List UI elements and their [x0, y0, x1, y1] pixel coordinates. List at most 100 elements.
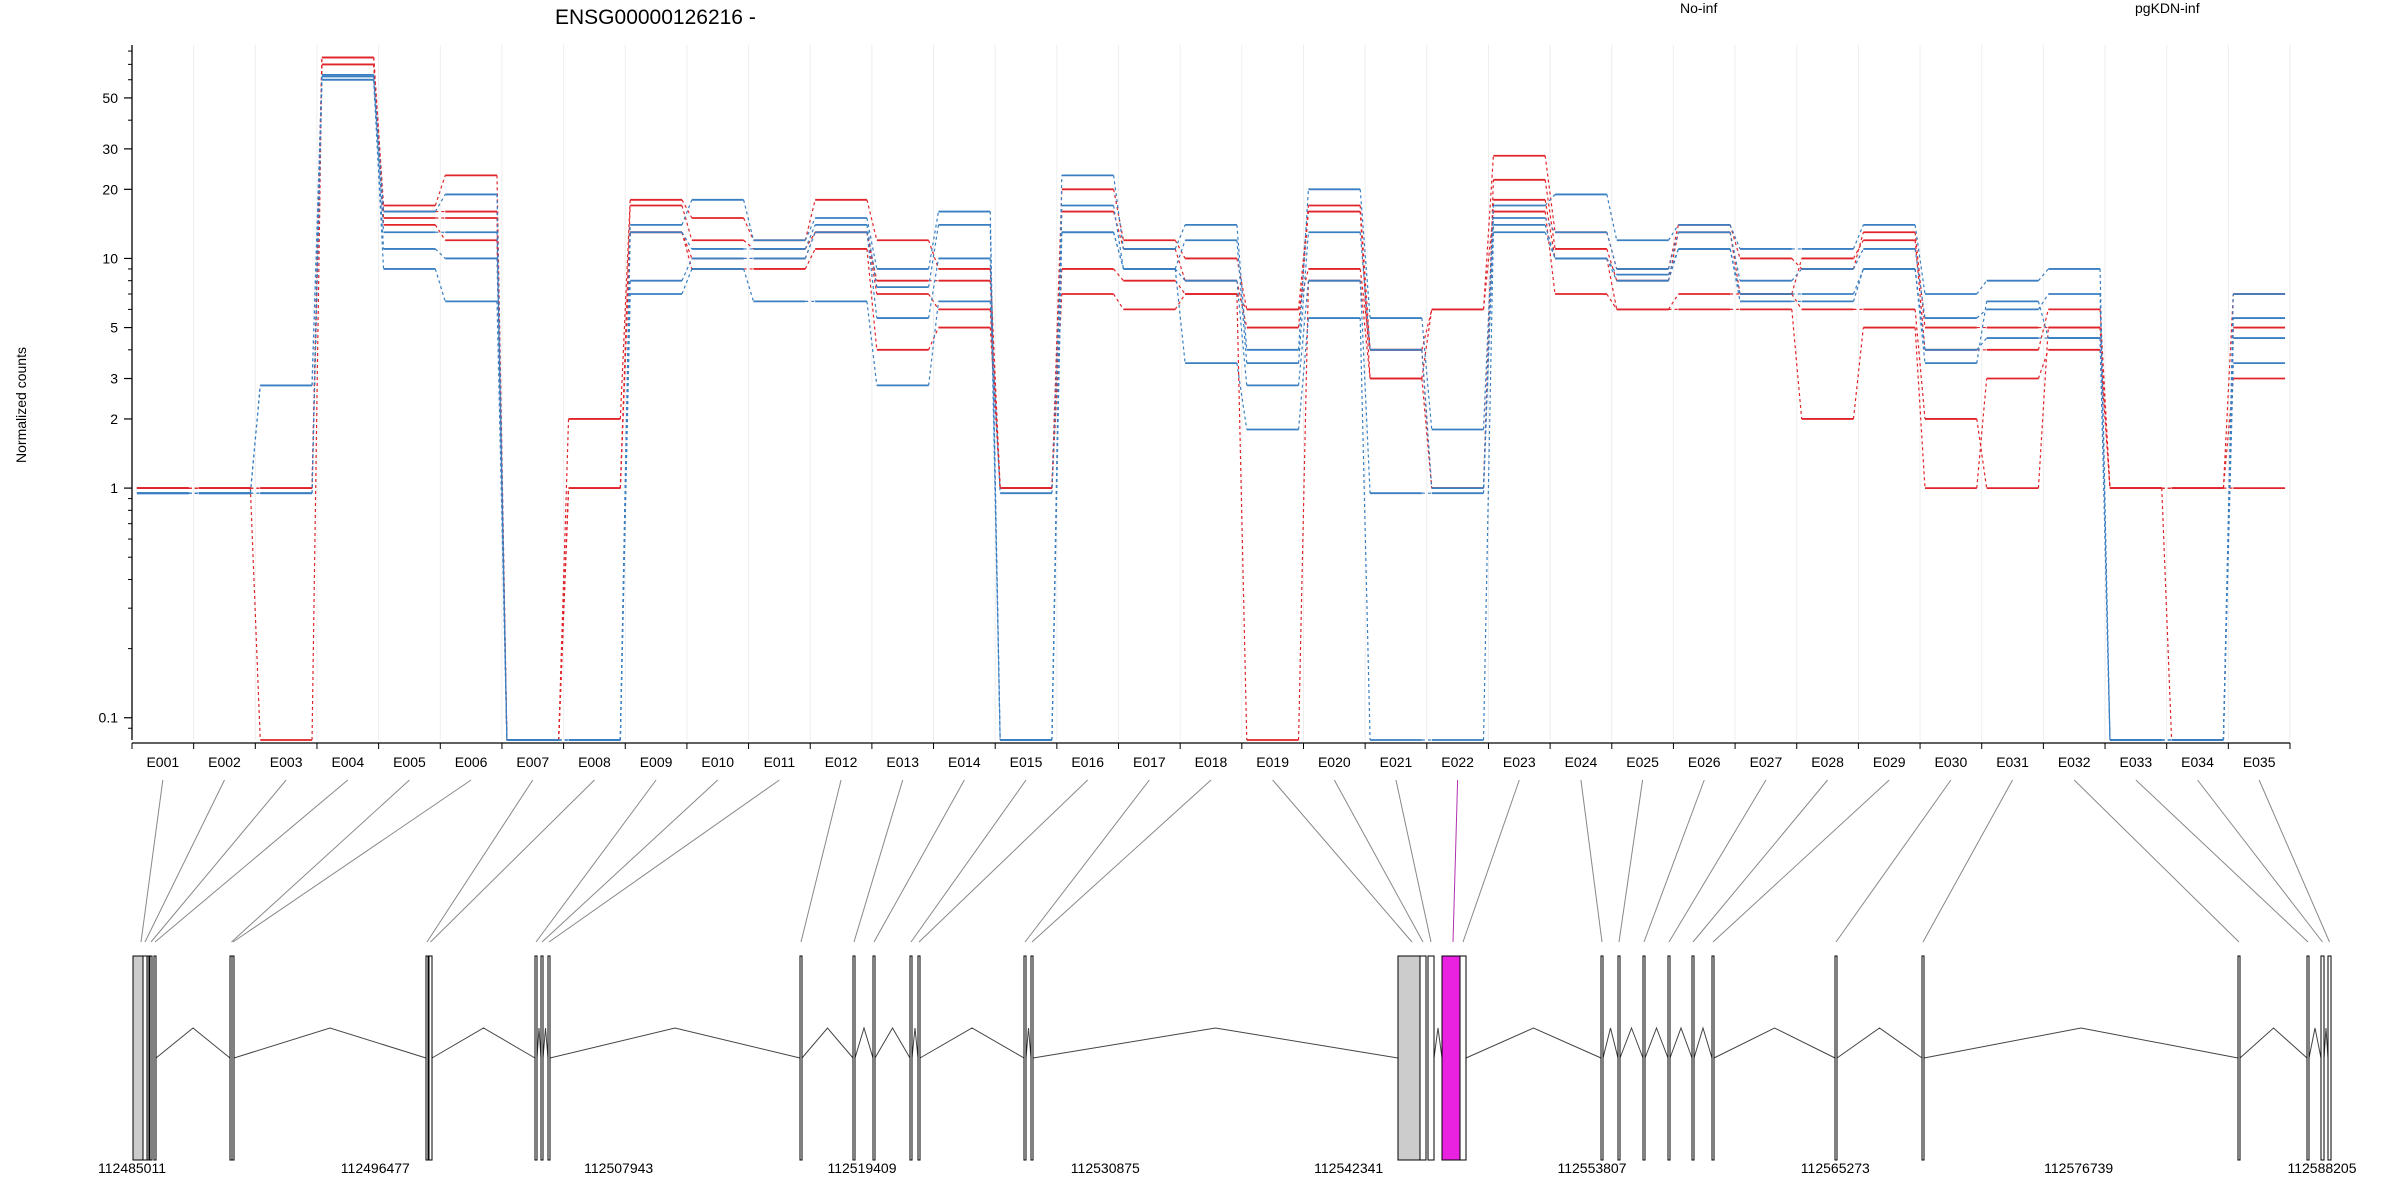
exon-connector: [430, 779, 595, 943]
exon-connector: [154, 779, 349, 943]
x-axis: E001 E002 E003 E004 E005 E006 E007 E008 E009 E010…: [131, 742, 2291, 770]
exon-connector: [1922, 779, 2013, 943]
exon-box-e015: [909, 955, 913, 1161]
x-tick-label: E002: [208, 754, 241, 770]
chart-title: ENSG00000126216 -: [555, 6, 756, 29]
exon-connector: [535, 779, 657, 943]
exon-box-e023: [1459, 955, 1467, 1161]
exon-connector: [1668, 779, 1767, 943]
exon-box-e014: [872, 955, 876, 1161]
y-tick-label: 50: [102, 90, 118, 106]
series-lines: [136, 56, 2286, 741]
x-tick-label: E018: [1195, 754, 1228, 770]
exon-connector: [1618, 779, 1644, 943]
x-tick-label: E023: [1503, 754, 1536, 770]
y-tick-label: 0.1: [99, 710, 119, 726]
exon-connector: [144, 779, 225, 943]
genomic-tick-label: 112530875: [1071, 1160, 1140, 1176]
y-tick-label: 10: [102, 250, 118, 266]
exon-box-e034: [2320, 955, 2325, 1161]
exon-connector: [853, 779, 904, 943]
series-connector: [188, 64, 2234, 741]
x-tick-label: E003: [270, 754, 303, 770]
exon-box-e025: [1617, 955, 1621, 1161]
genomic-tick-label: 112542341: [1314, 1160, 1383, 1176]
genomic-axis: 112485011 112496477 112507943 112519409 1125…: [98, 1160, 2357, 1176]
exon-box-e016: [917, 955, 921, 1161]
exon-box-e013: [852, 955, 856, 1161]
exon-box-e012: [799, 955, 803, 1161]
x-tick-label: E024: [1565, 754, 1598, 770]
legend-entry-no-inf: No-inf: [1680, 0, 1717, 16]
exon-box-e002: [142, 955, 148, 1161]
y-tick-label: 1: [110, 480, 118, 496]
exon-connector: [2258, 779, 2330, 943]
x-tick-label: E011: [764, 754, 796, 770]
series-connector: [188, 57, 2234, 741]
exon-box-e033: [2306, 955, 2310, 1161]
series-no-inf-1: [136, 56, 2286, 741]
x-tick-label: E004: [331, 754, 364, 770]
exon-connector: [1333, 779, 1424, 943]
x-tick-label: E007: [516, 754, 549, 770]
exon-box-e020: [1419, 955, 1427, 1161]
exon-connector: [1643, 779, 1705, 943]
exon-connector: [1452, 779, 1459, 943]
series-connector: [188, 79, 2234, 741]
x-tick-label: E020: [1318, 754, 1351, 770]
series-connector: [188, 74, 2234, 741]
exon-connector: [873, 779, 965, 943]
x-tick-label: E017: [1133, 754, 1166, 770]
y-tick-label: 3: [110, 371, 118, 387]
exon-box-e026: [1642, 955, 1646, 1161]
exon-box-e029: [1711, 955, 1715, 1161]
y-tick-label: 2: [110, 411, 118, 427]
genomic-tick-label: 112496477: [341, 1160, 410, 1176]
exon-connector: [1024, 779, 1150, 943]
exon-connector: [548, 779, 780, 943]
x-tick-label: E012: [825, 754, 858, 770]
series-pgkdn-inf-6: [136, 78, 2286, 741]
legend-entry-pgkdn-inf: pgKDN-inf: [2135, 0, 2200, 16]
x-tick-label: E028: [1811, 754, 1844, 770]
intron-lines: [155, 1026, 2329, 1059]
x-tick-label: E005: [393, 754, 426, 770]
exon-box-e010: [540, 955, 544, 1161]
exon-connector: [1272, 779, 1413, 943]
exon-box-e032: [2237, 955, 2241, 1161]
x-tick-label: E009: [640, 754, 673, 770]
exon-connector: [232, 779, 472, 943]
exon-connector-lines: [140, 779, 2330, 943]
exon-connector: [231, 779, 410, 943]
exon-connector: [1580, 779, 1603, 943]
y-tick-label: 20: [102, 181, 118, 197]
exon-connector: [1395, 779, 1432, 943]
exon-box-e017: [1023, 955, 1027, 1161]
exon-box-e018: [1030, 955, 1034, 1161]
exon-box-e008: [428, 955, 433, 1161]
exon-box-e004: [153, 955, 157, 1161]
exon-connector: [1835, 779, 1952, 943]
exon-box-e021: [1427, 955, 1435, 1161]
series-connector: [188, 64, 2234, 741]
y-tick-label: 5: [110, 320, 118, 336]
x-tick-label: E010: [701, 754, 734, 770]
genomic-tick-label: 112485011: [98, 1160, 166, 1176]
series-no-inf-3: [136, 63, 2286, 741]
exon-box-e035: [2327, 955, 2332, 1161]
series-no-inf-2: [136, 63, 2286, 741]
x-tick-label: E032: [2058, 754, 2091, 770]
y-tick-label: 30: [102, 141, 118, 157]
x-tick-label: E022: [1441, 754, 1474, 770]
exon-box-e030: [1834, 955, 1838, 1161]
x-tick-label: E016: [1071, 754, 1104, 770]
exon-connector: [1462, 779, 1520, 943]
genomic-tick-label: 112576739: [2044, 1160, 2113, 1176]
series-pgkdn-inf-7: [136, 78, 2286, 741]
exon-connector: [910, 779, 1027, 943]
x-tick-label: E014: [948, 754, 981, 770]
exon-connector: [426, 779, 534, 943]
exon-box-e007: [425, 955, 429, 1161]
exon-connector: [1692, 779, 1828, 943]
